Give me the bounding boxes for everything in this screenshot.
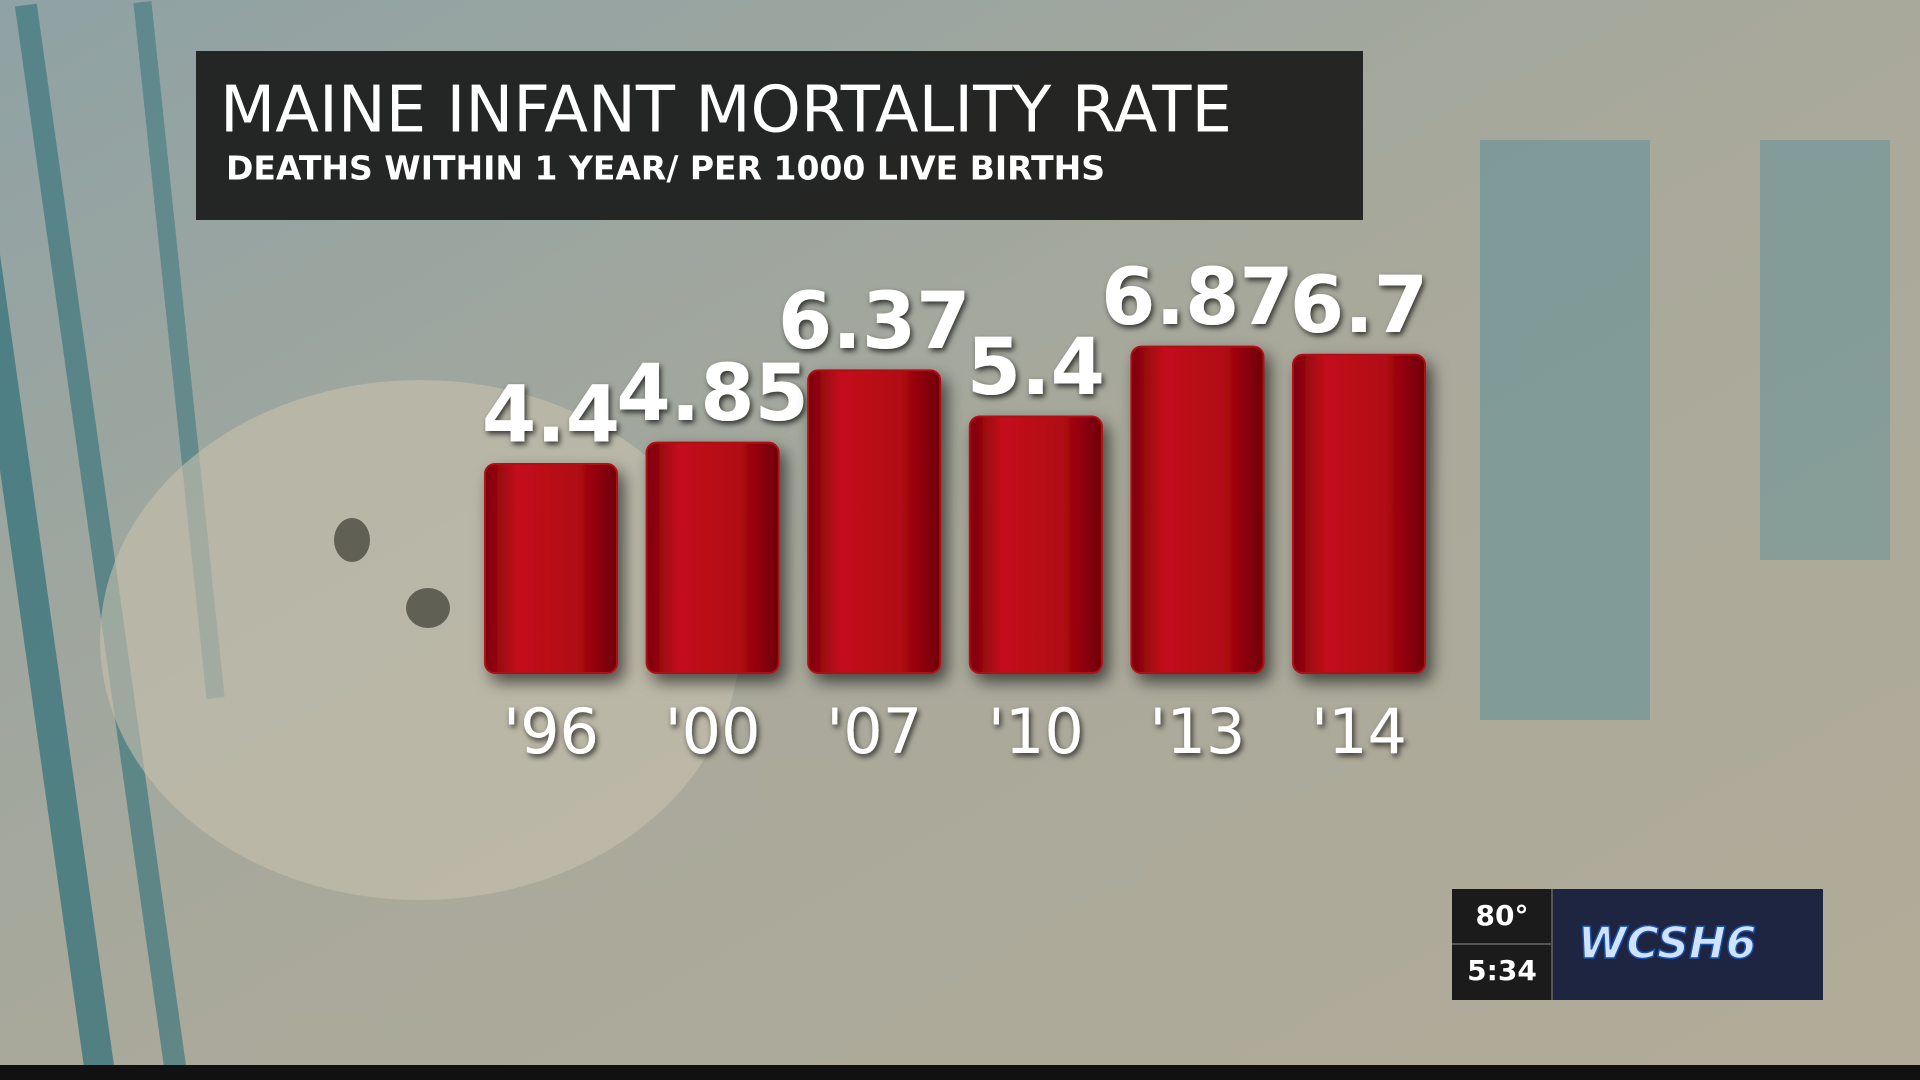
x-tick-label: '00 xyxy=(665,695,761,768)
value-label: 5.4 xyxy=(967,323,1105,413)
chart-subtitle: DEATHS WITHIN 1 YEAR/ PER 1000 LIVE BIRT… xyxy=(226,149,1105,188)
bar xyxy=(484,463,618,674)
value-label: 4.4 xyxy=(482,370,620,460)
bar xyxy=(1130,345,1265,674)
x-tick-label: '07 xyxy=(826,695,922,768)
bar xyxy=(645,441,780,674)
value-label: 6.7 xyxy=(1290,261,1428,351)
temperature: 80° xyxy=(1476,899,1529,932)
chart-title: MAINE INFANT MORTALITY RATE xyxy=(220,74,1232,148)
station-name: WCSH6 xyxy=(1578,918,1756,969)
time: 5:34 xyxy=(1467,954,1537,987)
bar xyxy=(807,369,942,674)
value-label: 6.37 xyxy=(778,277,970,367)
station-bug: 80° 5:34 WCSH6 xyxy=(1452,889,1823,1000)
bar xyxy=(1292,353,1426,674)
x-tick-label: '13 xyxy=(1149,695,1245,768)
value-label: 4.85 xyxy=(616,349,808,439)
bar xyxy=(968,415,1103,674)
x-tick-label: '96 xyxy=(503,695,599,768)
x-tick-label: '14 xyxy=(1311,695,1407,768)
x-tick-label: '10 xyxy=(988,695,1084,768)
value-label: 6.87 xyxy=(1101,253,1293,343)
title-box xyxy=(196,51,1363,220)
